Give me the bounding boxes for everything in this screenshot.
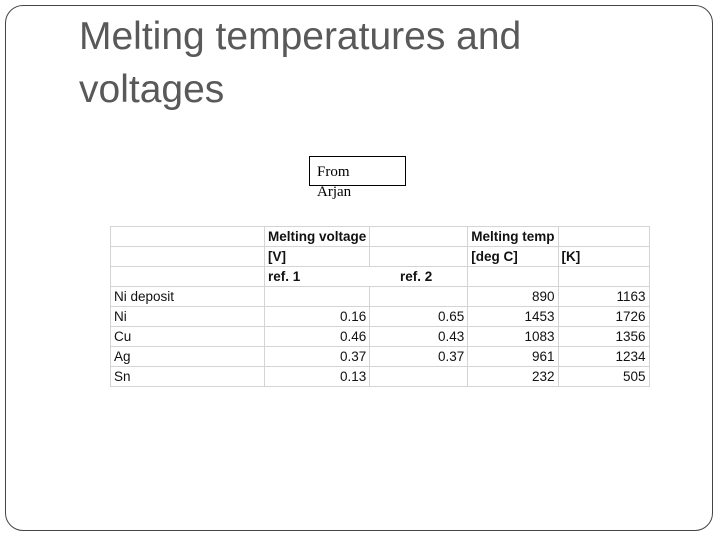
slide-title-line2: voltages <box>79 68 225 111</box>
table-row: Ag 0.37 0.37 961 1234 <box>110 346 650 367</box>
table-row: Ni deposit 890 1163 <box>110 286 650 307</box>
table-row: Ni 0.16 0.65 1453 1726 <box>110 306 650 327</box>
table-cell <box>110 246 265 267</box>
melting-data-table: Melting voltage Melting temp [V] [deg C]… <box>110 226 650 387</box>
header-refs: ref. 1 ref. 2 <box>263 266 469 287</box>
row-temp-degc: 890 <box>467 286 559 307</box>
table-cell <box>467 266 559 287</box>
header-ref1: ref. 1 <box>268 269 301 284</box>
row-ref2-voltage <box>369 366 469 387</box>
row-temp-kelvin: 1726 <box>557 306 650 327</box>
table-row: ref. 1 ref. 2 <box>110 266 650 287</box>
header-melting-voltage: Melting voltage <box>263 226 371 247</box>
row-ref2-voltage: 0.43 <box>369 326 469 347</box>
header-unit-degc: [deg C] <box>467 246 559 267</box>
table-row: Melting voltage Melting temp <box>110 226 650 247</box>
row-label: Cu <box>110 326 265 347</box>
row-ref1-voltage <box>263 286 371 307</box>
table-cell <box>557 266 650 287</box>
table-cell <box>369 226 469 247</box>
row-temp-degc: 1083 <box>467 326 559 347</box>
table-cell <box>557 226 650 247</box>
row-label: Ni <box>110 306 265 327</box>
header-melting-temp: Melting temp <box>467 226 559 247</box>
source-note-line1: From <box>317 164 350 180</box>
row-temp-kelvin: 1234 <box>557 346 650 367</box>
row-temp-kelvin: 505 <box>557 366 650 387</box>
slide-title: Melting temperatures and voltages <box>79 10 639 116</box>
slide-title-line1: Melting temperatures and <box>79 15 522 58</box>
table-cell <box>369 246 469 267</box>
row-temp-degc: 232 <box>467 366 559 387</box>
row-ref1-voltage: 0.13 <box>263 366 371 387</box>
slide-frame <box>5 5 713 531</box>
row-ref2-voltage: 0.37 <box>369 346 469 367</box>
source-note-line2: Arjan <box>317 184 352 200</box>
row-temp-kelvin: 1163 <box>557 286 650 307</box>
table-cell <box>110 226 265 247</box>
header-unit-kelvin: [K] <box>557 246 650 267</box>
row-label: Sn <box>110 366 265 387</box>
row-ref2-voltage: 0.65 <box>369 306 469 327</box>
row-ref1-voltage: 0.46 <box>263 326 371 347</box>
row-label: Ni deposit <box>110 286 265 307</box>
row-ref1-voltage: 0.37 <box>263 346 371 367</box>
table-row: Cu 0.46 0.43 1083 1356 <box>110 326 650 347</box>
row-ref2-voltage <box>369 286 469 307</box>
row-ref1-voltage: 0.16 <box>263 306 371 327</box>
row-temp-degc: 1453 <box>467 306 559 327</box>
row-temp-degc: 961 <box>467 346 559 367</box>
table-row: [V] [deg C] [K] <box>110 246 650 267</box>
row-temp-kelvin: 1356 <box>557 326 650 347</box>
table-cell <box>110 266 265 287</box>
header-unit-volt: [V] <box>263 246 371 267</box>
table-row: Sn 0.13 232 505 <box>110 366 650 387</box>
header-ref2: ref. 2 <box>400 269 433 284</box>
row-label: Ag <box>110 346 265 367</box>
source-note-box: From Arjan <box>309 156 406 200</box>
